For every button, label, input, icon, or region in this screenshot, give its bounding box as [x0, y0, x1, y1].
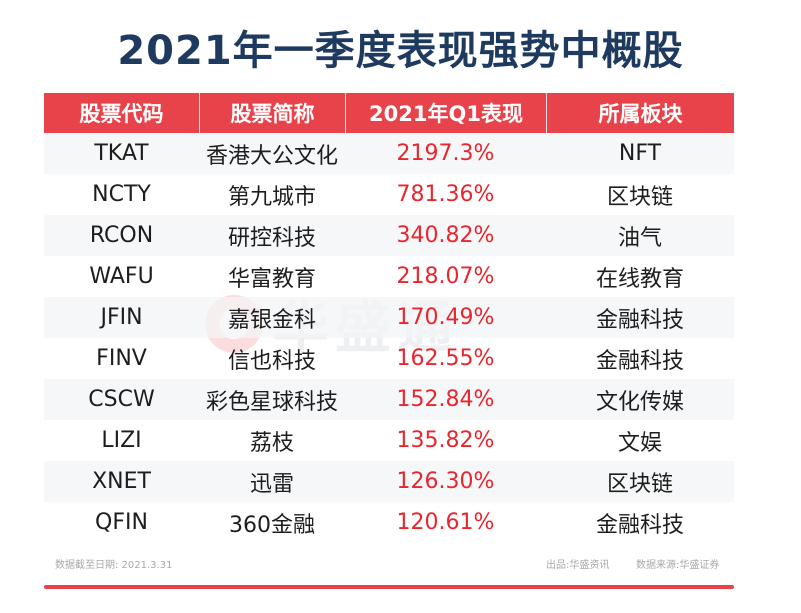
data-source-note: 数据来源:华盛证券 [636, 560, 720, 571]
stock-sector: 金融科技 [595, 307, 684, 333]
stock-name: 第九城市 [227, 184, 316, 210]
stock-sector: 区块链 [606, 184, 673, 210]
header-divider [199, 93, 200, 133]
stock-performance: 340.82% [396, 223, 495, 248]
stock-performance: 781.36% [396, 182, 495, 207]
stock-name: 荔枝 [249, 430, 294, 456]
producer-note: 出品:华盛资讯 [546, 560, 610, 571]
stock-performance: 120.61% [396, 510, 495, 535]
stock-code: CSCW [88, 387, 155, 412]
stocks-table: 股票代码 股票简称 2021年Q1表现 所属板块 TKAT 香港大公文化 219… [44, 93, 734, 543]
stock-code: QFIN [95, 510, 148, 535]
stock-sector: 文娱 [617, 430, 662, 456]
table-row: FINV 信也科技 162.55% 金融科技 [44, 338, 734, 379]
stock-name: 信也科技 [227, 348, 316, 374]
stock-code: NCTY [92, 182, 151, 207]
table-row: TKAT 香港大公文化 2197.3% NFT [44, 133, 734, 174]
stock-code: JFIN [100, 305, 143, 330]
stock-code: XNET [92, 469, 151, 494]
stock-sector: 区块链 [606, 471, 673, 497]
stock-sector: 油气 [617, 225, 662, 251]
stock-performance: 126.30% [396, 469, 495, 494]
stock-code: TKAT [94, 141, 149, 166]
stock-performance: 152.84% [396, 387, 495, 412]
table-header: 股票代码 股票简称 2021年Q1表现 所属板块 [44, 93, 734, 133]
stock-sector: 金融科技 [595, 348, 684, 374]
stock-performance: 135.82% [396, 428, 495, 453]
stock-code: RCON [89, 223, 154, 248]
bottom-divider [44, 585, 734, 589]
stock-code: LIZI [101, 428, 142, 453]
stock-performance: 170.49% [396, 305, 495, 330]
table-row: XNET 迅雷 126.30% 区块链 [44, 461, 734, 502]
table-row: WAFU 华富教育 218.07% 在线教育 [44, 256, 734, 297]
header-divider [546, 93, 547, 133]
stock-sector: 文化传媒 [595, 389, 684, 415]
stock-name: 嘉银金科 [227, 307, 316, 333]
table-row: NCTY 第九城市 781.36% 区块链 [44, 174, 734, 215]
stock-name: 360金融 [229, 512, 315, 538]
table-row: JFIN 嘉银金科 170.49% 金融科技 [44, 297, 734, 338]
page-title: 2021年一季度表现强势中概股 [117, 28, 684, 74]
header-sector: 所属板块 [598, 102, 683, 126]
header-performance: 2021年Q1表现 [369, 102, 523, 126]
stock-name: 研控科技 [227, 225, 316, 251]
stock-name: 华富教育 [227, 266, 316, 292]
stock-sector: 在线教育 [595, 266, 684, 292]
header-divider [345, 93, 346, 133]
table-row: LIZI 荔枝 135.82% 文娱 [44, 420, 734, 461]
stock-name: 迅雷 [249, 471, 294, 497]
stock-sector: NFT [618, 141, 662, 166]
stock-performance: 218.07% [396, 264, 495, 289]
stock-code: FINV [96, 346, 147, 371]
stock-sector: 金融科技 [595, 512, 684, 538]
header-name: 股票简称 [230, 102, 315, 126]
header-code: 股票代码 [79, 102, 164, 126]
table-row: RCON 研控科技 340.82% 油气 [44, 215, 734, 256]
stock-performance: 2197.3% [396, 141, 495, 166]
stock-name: 香港大公文化 [205, 143, 338, 169]
data-date-note: 数据截至日期: 2021.3.31 [55, 560, 173, 571]
stock-performance: 162.55% [396, 346, 495, 371]
table-row: CSCW 彩色星球科技 152.84% 文化传媒 [44, 379, 734, 420]
stock-name: 彩色星球科技 [205, 389, 338, 415]
table-row: QFIN 360金融 120.61% 金融科技 [44, 502, 734, 543]
stock-code: WAFU [89, 264, 154, 289]
